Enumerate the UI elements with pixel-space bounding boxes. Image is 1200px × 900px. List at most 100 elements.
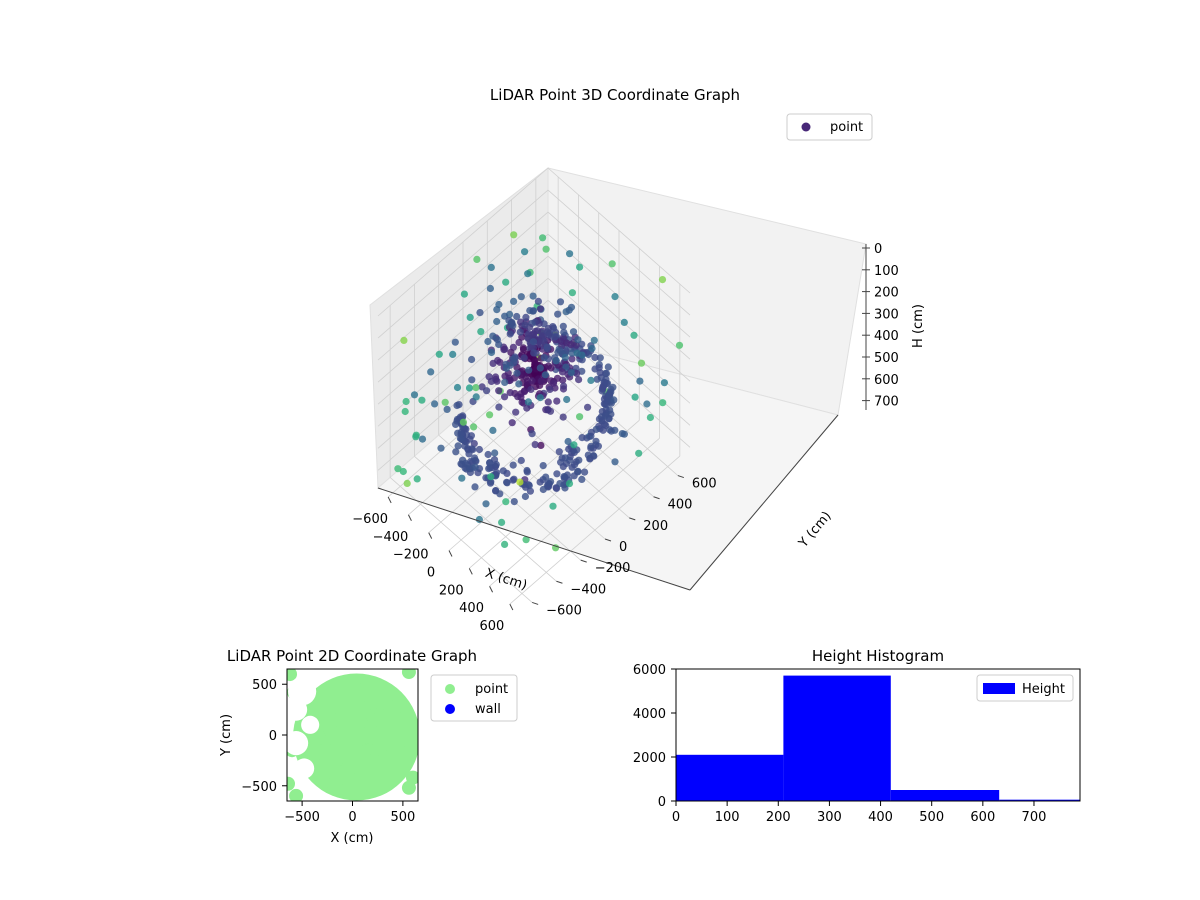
point-3d [435,350,443,358]
point-3d [410,391,419,399]
point-3d [459,423,467,431]
point-3d [596,354,604,362]
point-3d [658,276,667,284]
z-tick-label: 200 [874,286,899,301]
point-3d [489,359,497,367]
point-2d [335,689,346,700]
point-3d [515,380,523,388]
point-3d [584,403,592,411]
point-3d [554,310,562,318]
point-2d [364,743,375,754]
legend-3d-marker [801,122,811,132]
point-3d [512,408,520,416]
point-3d [530,349,538,357]
point-3d [544,362,553,370]
grid-line [547,300,691,426]
x-tick-mark [489,585,494,593]
point-3d [576,413,584,421]
point-3d [550,379,558,387]
point-3d [493,317,501,326]
point-3d [573,349,581,357]
point-3d [560,328,568,336]
point-3d [513,312,521,321]
x-tick-label: 200 [439,583,464,598]
point-3d [568,289,577,297]
point-3d [487,377,495,385]
point-3d [510,475,518,483]
point-3d [516,328,524,336]
point-3d [529,307,537,315]
point-3d [572,341,580,349]
point-3d [461,459,469,467]
point-3d [537,377,546,385]
point-2d [360,730,371,741]
point-3d [487,263,495,271]
point-3d [489,426,497,434]
point-3d [602,369,611,378]
z-tick-label: 500 [874,351,899,366]
y-tick-mark [580,559,587,563]
point-2d [334,712,345,723]
x-tick-label: 600 [479,619,504,634]
chart-histogram: Height Histogram 0 100 200 300 400 500 600 7000… [633,647,1081,825]
point-2d [333,755,344,766]
histogram-bar [676,754,784,801]
x-tick-mark [387,496,392,504]
legend-3d-box [786,113,873,141]
point-3d [498,518,506,527]
point-2d [357,717,368,728]
point-3d [590,336,598,344]
point-3d [570,472,578,480]
point-3d [485,465,493,473]
point-3d [537,441,545,449]
point-3d [459,418,467,426]
grid-line [377,233,549,383]
point-3d [568,349,576,357]
grid-line [377,255,549,405]
y-axis-line [689,414,839,591]
point-3d [456,434,464,443]
point-3d [539,485,547,494]
point-3d [496,490,504,498]
point-3d [549,502,557,510]
x-tick-label-hist: 0 [672,810,680,825]
point-3d [509,461,517,469]
point-3d [468,355,476,364]
point-3d [489,332,497,340]
legend-3d-label: point [830,120,863,135]
point-3d [486,411,494,419]
empty-region-2d [301,715,320,734]
point-3d [534,297,543,305]
point-3d [487,473,495,481]
point-3d [431,400,439,408]
point-3d [584,451,592,459]
point-3d [509,297,518,305]
y-tick-label-2d: 0 [269,729,277,744]
point-3d [465,384,474,392]
x-tick-label: −400 [373,530,409,545]
point-3d [492,460,500,469]
point-3d [521,492,530,501]
point-3d [495,340,503,349]
point-2d [338,784,349,795]
point-3d [607,427,615,435]
point-2d [325,687,336,698]
point-3d [517,456,525,465]
z-tick-label: 0 [874,242,882,257]
point-2d [322,703,333,714]
point-3d [502,278,510,286]
point-3d [503,479,511,487]
point-2d [327,733,338,744]
point-2d [386,711,397,722]
point-3d [565,445,573,453]
points-2d [287,669,418,801]
ticks-2d: −500 0 500 500 0 −500 [241,678,415,825]
point-3d [553,397,561,405]
point-3d [536,478,544,486]
empty-region-2d [287,698,308,721]
z-axis-label-3d: H (cm) [911,304,926,348]
y-tick-label: 200 [643,519,668,534]
point-3d [611,458,619,466]
x-tick-label: 0 [427,566,435,581]
point-3d [578,475,586,483]
